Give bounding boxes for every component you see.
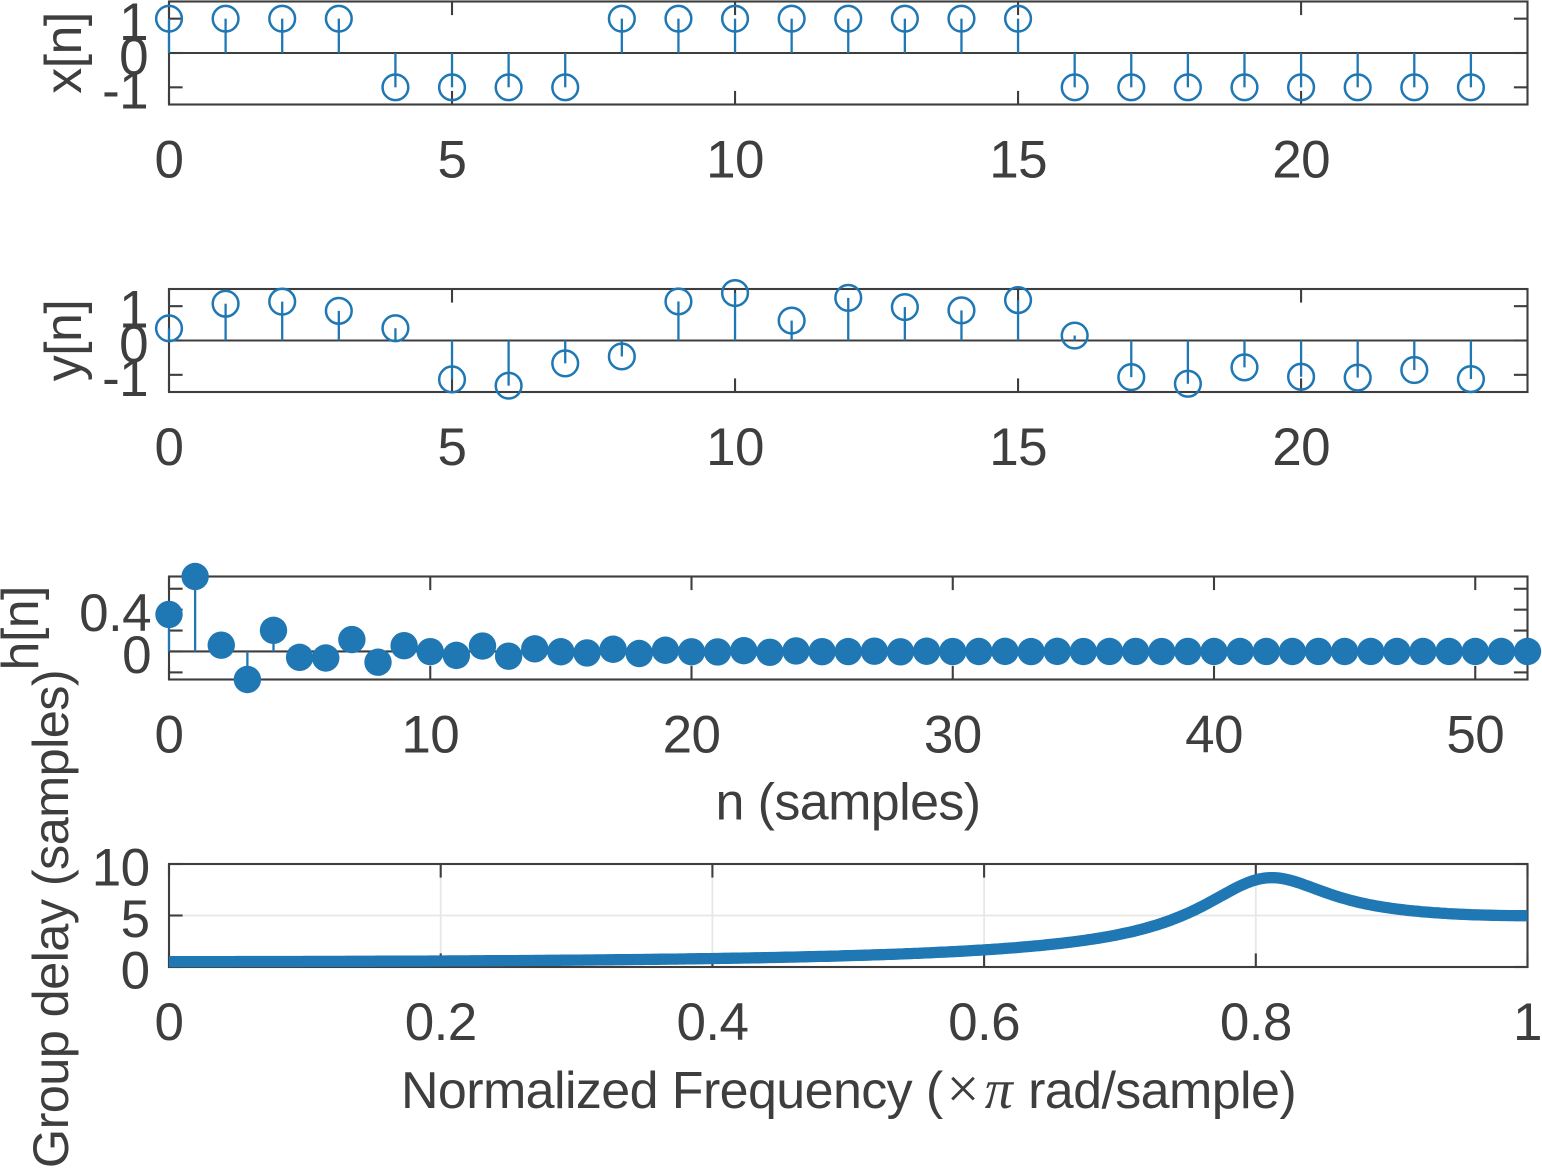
svg-text:0: 0 (155, 418, 184, 477)
svg-text:0: 0 (121, 941, 150, 1000)
svg-text:20: 20 (1272, 130, 1330, 189)
svg-text:1: 1 (119, 281, 148, 340)
svg-text:-1: -1 (102, 349, 148, 408)
svg-text:15: 15 (989, 130, 1047, 189)
svg-text:h[n]: h[n] (0, 586, 50, 670)
svg-text:5: 5 (438, 418, 467, 477)
svg-text:-1: -1 (102, 62, 148, 121)
svg-text:1: 1 (1513, 993, 1542, 1052)
svg-text:n (samples): n (samples) (715, 774, 980, 832)
svg-text:0: 0 (155, 705, 184, 764)
svg-text:15: 15 (989, 418, 1047, 477)
svg-text:5: 5 (438, 130, 467, 189)
svg-text:x[n]: x[n] (35, 12, 93, 93)
svg-text:20: 20 (1272, 418, 1330, 477)
svg-text:10: 10 (706, 418, 764, 477)
svg-text:10: 10 (401, 705, 459, 764)
svg-text:0.4: 0.4 (676, 993, 748, 1052)
svg-text:0.2: 0.2 (405, 993, 477, 1052)
svg-text:50: 50 (1446, 705, 1504, 764)
svg-text:0.8: 0.8 (1220, 993, 1292, 1052)
svg-text:Group delay (samples): Group delay (samples) (22, 670, 79, 1168)
svg-text:10: 10 (706, 130, 764, 189)
svg-text:5: 5 (121, 890, 150, 949)
svg-text:0.4: 0.4 (79, 584, 151, 643)
svg-text:Normalized Frequency (×π rad/s: Normalized Frequency (× π rad/sample) (401, 1056, 1296, 1121)
svg-text:40: 40 (1185, 705, 1243, 764)
svg-text:20: 20 (663, 705, 721, 764)
svg-text:0: 0 (119, 27, 148, 86)
svg-text:1: 1 (119, 0, 148, 52)
svg-text:0.6: 0.6 (948, 993, 1020, 1052)
svg-text:0: 0 (119, 315, 148, 374)
svg-text:10: 10 (92, 838, 150, 897)
svg-text:0: 0 (155, 130, 184, 189)
svg-text:0: 0 (155, 993, 184, 1052)
svg-text:30: 30 (924, 705, 982, 764)
svg-text:0: 0 (122, 626, 151, 685)
svg-text:y[n]: y[n] (35, 300, 93, 381)
